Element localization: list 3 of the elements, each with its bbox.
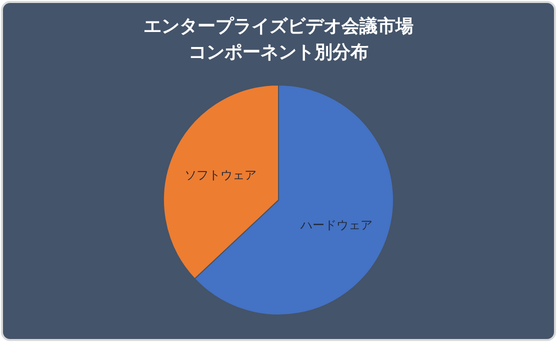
- slice-label: ハードウェア: [300, 218, 373, 232]
- chart-title: エンタープライズビデオ会議市場コンポーネント別分布: [144, 16, 414, 63]
- slice-label: ソフトウェア: [184, 168, 256, 182]
